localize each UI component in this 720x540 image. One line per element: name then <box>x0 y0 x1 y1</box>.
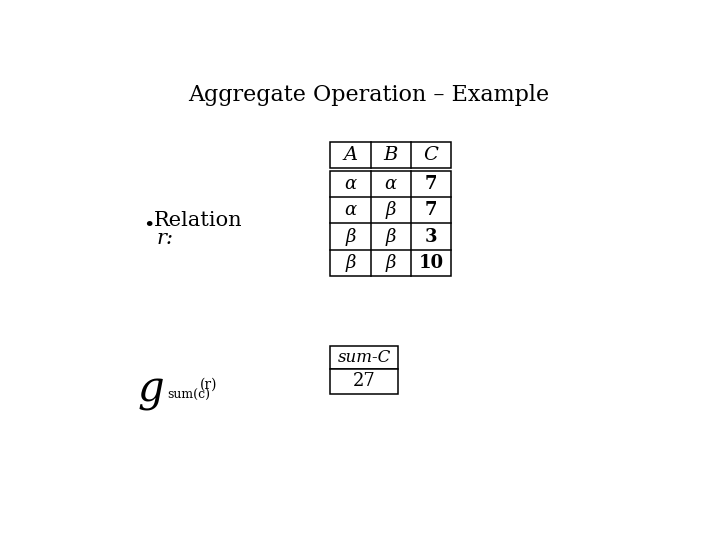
Bar <box>330 171 451 276</box>
Text: α: α <box>384 175 397 193</box>
Text: B: B <box>384 146 398 164</box>
Text: β: β <box>385 227 396 246</box>
Text: r:: r: <box>157 228 174 247</box>
Text: β: β <box>385 254 396 272</box>
Bar <box>330 369 398 394</box>
Text: Relation: Relation <box>153 211 242 230</box>
Bar <box>330 142 451 168</box>
Text: Aggregate Operation – Example: Aggregate Operation – Example <box>189 84 549 106</box>
Text: C: C <box>423 146 438 164</box>
Bar <box>330 346 398 369</box>
Text: β: β <box>345 227 356 246</box>
Text: A: A <box>343 146 357 164</box>
Text: (r): (r) <box>200 378 217 392</box>
Text: 10: 10 <box>418 254 444 272</box>
Text: 7: 7 <box>425 201 437 219</box>
Text: β: β <box>385 201 396 219</box>
Text: β: β <box>345 254 356 272</box>
Text: α: α <box>344 201 356 219</box>
Text: sum(c): sum(c) <box>168 389 210 402</box>
Text: sum-C: sum-C <box>338 349 391 366</box>
Text: •: • <box>143 218 154 235</box>
Text: α: α <box>344 175 356 193</box>
Text: 27: 27 <box>353 372 376 390</box>
Text: g: g <box>137 369 163 411</box>
Text: 3: 3 <box>425 227 437 246</box>
Text: 7: 7 <box>425 175 437 193</box>
